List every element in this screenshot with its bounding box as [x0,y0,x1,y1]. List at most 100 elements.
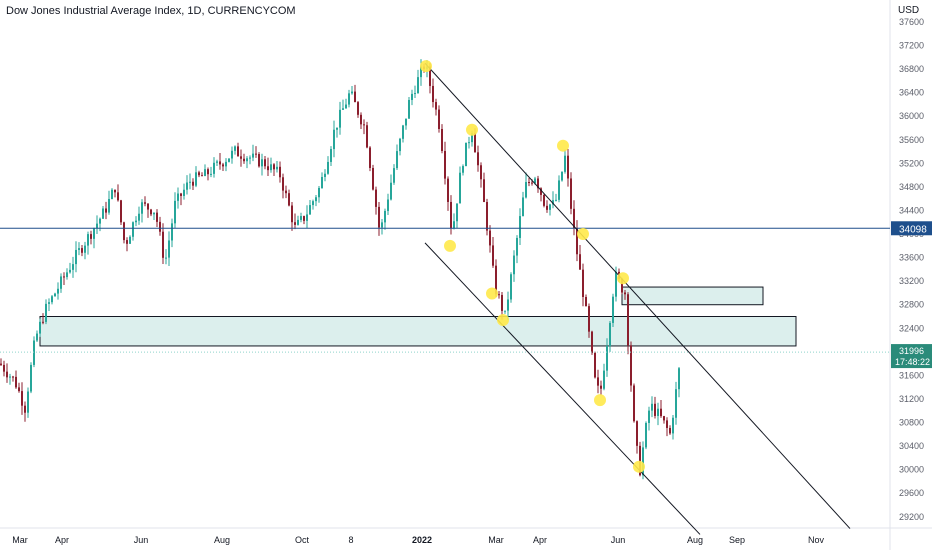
candle-body [351,91,353,94]
candle-body [285,190,287,194]
price-tick-label: 36400 [899,88,924,98]
candle-body [483,179,485,202]
time-tick-label: Jun [611,535,626,545]
candle-body [366,125,368,148]
candle-body [567,155,569,179]
time-tick-label: Mar [488,535,504,545]
candle-body [51,296,53,303]
candle-body [369,147,371,168]
candle-body [186,182,188,190]
candle-body [33,340,35,365]
candle-body [0,363,2,365]
candle-body [675,389,677,418]
candle-body [231,150,233,159]
price-tick-label: 32800 [899,300,924,310]
candle-body [75,249,77,265]
candle-body [144,202,146,204]
candle-body [588,306,590,332]
candle-body [612,296,614,323]
candle-body [249,157,251,159]
candle-body [381,222,383,228]
candle-body [519,216,521,238]
zones-layer [39,286,797,347]
candle-body [336,127,338,130]
candle-body [54,293,56,297]
candle-body [549,204,551,210]
candle-body [486,201,488,231]
highlight-marker [486,287,498,300]
candle-body [636,421,638,446]
candle-body [156,212,158,222]
highlight-marker [420,60,432,73]
candle-body [453,221,455,229]
time-tick-label: Aug [214,535,230,545]
candle-body [210,173,212,175]
candle-body [42,321,44,323]
candle-body [24,405,26,413]
candle-body [270,164,272,171]
candle-body [192,181,194,186]
candle-body [240,156,242,159]
candle-body [297,219,299,225]
highlight-marker [497,314,509,327]
candle-body [327,161,329,174]
candle-body [114,189,116,193]
candle-body [573,208,575,229]
candle-body [216,161,218,163]
candle-body [174,200,176,224]
candle-body [456,203,458,222]
candle-body [189,181,191,183]
time-tick-label: 8 [348,535,353,545]
candle-body [267,166,269,171]
candle-body [177,193,179,201]
candle-body [309,205,311,215]
candle-body [132,222,134,237]
price-tick-label: 30800 [899,418,924,428]
price-tick-label: 36800 [899,64,924,74]
lines-layer [0,62,890,535]
candle-body [306,214,308,221]
candle-body [525,182,527,198]
candle-body [135,220,137,223]
candle-body [429,66,431,86]
candle-body [348,93,350,105]
candle-body [630,345,632,386]
candle-body [432,85,434,103]
markers-layer [420,60,645,473]
candle-body [651,403,653,411]
candle-body [36,333,38,341]
candle-body [594,352,596,378]
candle-body [378,206,380,228]
level-price-badge [891,221,932,236]
candle-body [78,248,80,250]
candle-body [462,166,464,173]
candle-body [495,265,497,295]
candle-body [585,296,587,307]
price-tick-label: 30000 [899,465,924,475]
candle-body [153,212,155,215]
candle-body [282,177,284,191]
candle-body [279,166,281,178]
highlight-marker [617,272,629,285]
highlight-marker [577,228,589,241]
candle-body [72,264,74,270]
candle-body [339,109,341,128]
candle-body [621,278,623,293]
candle-body [162,231,164,258]
candle-body [237,146,239,157]
candle-body [99,218,101,224]
price-tick-label: 33600 [899,253,924,263]
candle-body [555,199,557,201]
candle-body [504,310,506,312]
time-tick-label: Apr [55,535,69,545]
candle-body [513,255,515,275]
price-tick-label: 37200 [899,41,924,51]
candle-body [438,109,440,129]
candle-body [492,245,494,266]
candle-body [570,178,572,209]
candle-body [168,240,170,258]
symbol-title: Dow Jones Industrial Average Index, 1D, … [6,5,296,17]
candle-body [396,151,398,169]
